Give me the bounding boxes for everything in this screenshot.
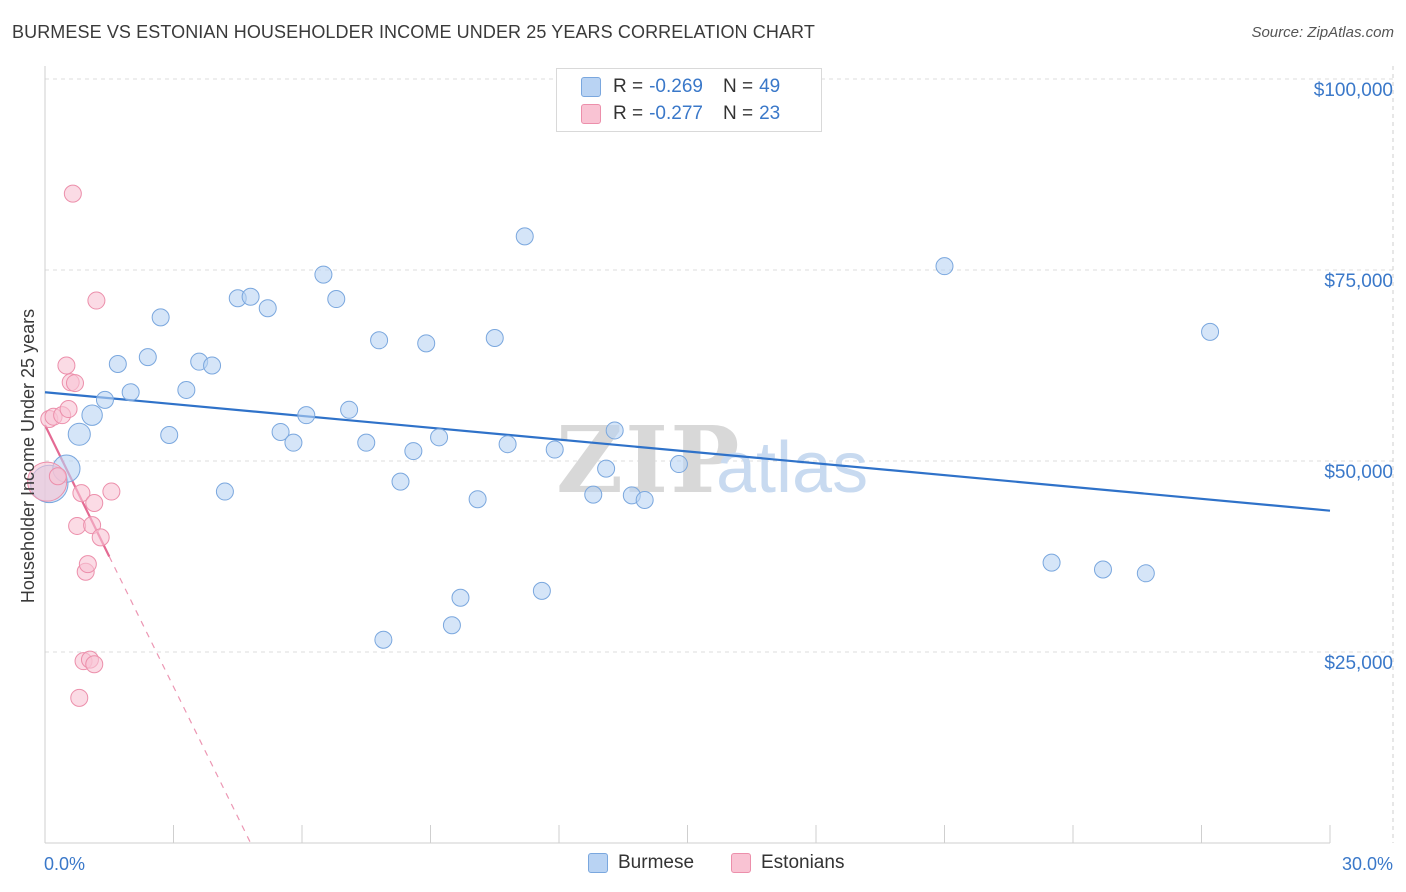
y-tick-label: $75,000 — [1324, 271, 1393, 292]
y-tick-label: $25,000 — [1324, 653, 1393, 674]
point-burmese — [1136, 564, 1155, 583]
estonian-swatch — [731, 853, 751, 873]
point-burmese — [417, 334, 436, 353]
point-burmese — [340, 400, 359, 419]
point-estonians — [65, 374, 84, 393]
y-axis-label: Householder Income Under 25 years — [18, 309, 38, 603]
point-burmese — [468, 490, 487, 509]
point-burmese — [498, 435, 517, 454]
point-burmese — [370, 331, 389, 350]
point-estonians — [70, 688, 89, 707]
point-burmese — [597, 459, 616, 478]
point-burmese — [177, 380, 196, 399]
legend-label-estonians: Estonians — [761, 852, 845, 873]
trend-line-burmese — [44, 391, 1331, 512]
legend-label-burmese: Burmese — [618, 852, 695, 873]
point-burmese — [314, 265, 333, 284]
point-burmese — [67, 422, 91, 446]
point-estonians — [57, 356, 76, 375]
point-estonians — [85, 494, 104, 513]
r-value: -0.277 — [649, 103, 703, 124]
gridlines — [45, 78, 1393, 653]
series-legend: Burmese Estonians — [0, 852, 1406, 878]
y-tick-label: $50,000 — [1324, 462, 1393, 483]
point-estonians — [59, 400, 78, 419]
r-label: R = — [613, 103, 644, 124]
n-label: N = — [722, 103, 754, 124]
r-value: -0.269 — [649, 76, 703, 97]
point-burmese — [284, 433, 303, 452]
point-burmese — [357, 433, 376, 452]
point-burmese — [241, 287, 260, 306]
point-burmese — [297, 406, 316, 425]
point-burmese — [138, 348, 157, 367]
point-burmese — [391, 472, 410, 491]
trend-line-extension — [108, 556, 252, 844]
y-tick-labels: $25,000 $50,000 $75,000 $100,000 — [1314, 80, 1393, 674]
point-estonians — [63, 184, 82, 203]
point-burmese — [160, 426, 179, 445]
point-burmese — [515, 227, 534, 246]
point-estonians — [68, 516, 87, 535]
chart-title: BURMESE VS ESTONIAN HOUSEHOLDER INCOME U… — [12, 22, 815, 42]
point-burmese — [605, 421, 624, 440]
watermark-atlas: atlas — [716, 428, 868, 508]
data-points — [27, 184, 1220, 707]
point-burmese — [374, 630, 393, 649]
point-estonians — [78, 555, 97, 574]
legend-item-burmese[interactable]: Burmese — [588, 852, 694, 874]
n-value: 23 — [759, 103, 781, 124]
point-burmese — [151, 308, 170, 327]
point-burmese — [1201, 322, 1220, 341]
x-tick-labels: 0.0% 30.0% — [44, 854, 1393, 874]
legend-item-estonians[interactable]: Estonians — [731, 852, 844, 874]
point-burmese — [935, 257, 954, 276]
point-estonians — [72, 484, 91, 503]
point-burmese — [430, 428, 449, 447]
point-burmese — [532, 581, 551, 600]
point-estonians — [87, 291, 106, 310]
point-estonians — [85, 655, 104, 674]
x-tick-label: 0.0% — [44, 854, 85, 874]
point-burmese — [545, 440, 564, 459]
correlation-legend: R = -0.269 N = 49 R = -0.277 N = 23 — [556, 68, 822, 132]
point-burmese — [215, 482, 234, 501]
burmese-swatch — [588, 853, 608, 873]
point-estonians — [102, 482, 121, 501]
point-burmese — [1093, 560, 1112, 579]
point-estonians — [48, 467, 67, 486]
point-estonians — [83, 516, 102, 535]
legend-row-burmese: R = -0.269 N = 49 — [557, 73, 780, 101]
burmese-swatch — [581, 77, 601, 97]
axes — [44, 66, 1394, 844]
n-value: 49 — [759, 76, 781, 97]
point-burmese — [635, 490, 654, 509]
r-label: R = — [613, 76, 644, 97]
point-burmese — [327, 290, 346, 309]
point-burmese — [258, 299, 277, 318]
source-label: Source: ZipAtlas.com — [1251, 24, 1394, 41]
point-burmese — [1042, 553, 1061, 572]
legend-row-estonians: R = -0.277 N = 23 — [557, 100, 780, 128]
estonian-swatch — [581, 104, 601, 124]
point-burmese — [442, 616, 461, 635]
point-burmese — [669, 455, 688, 474]
n-label: N = — [722, 76, 754, 97]
point-burmese — [95, 390, 114, 409]
point-burmese — [404, 442, 423, 461]
point-burmese — [584, 485, 603, 504]
point-estonians — [91, 528, 110, 547]
y-tick-label: $100,000 — [1314, 80, 1393, 101]
point-burmese — [271, 422, 290, 441]
point-burmese — [81, 404, 103, 426]
point-burmese — [121, 383, 140, 402]
point-burmese — [108, 354, 127, 373]
point-burmese — [485, 328, 504, 347]
point-burmese — [451, 588, 470, 607]
point-burmese — [203, 356, 222, 375]
x-tick-label: 30.0% — [1342, 854, 1393, 874]
